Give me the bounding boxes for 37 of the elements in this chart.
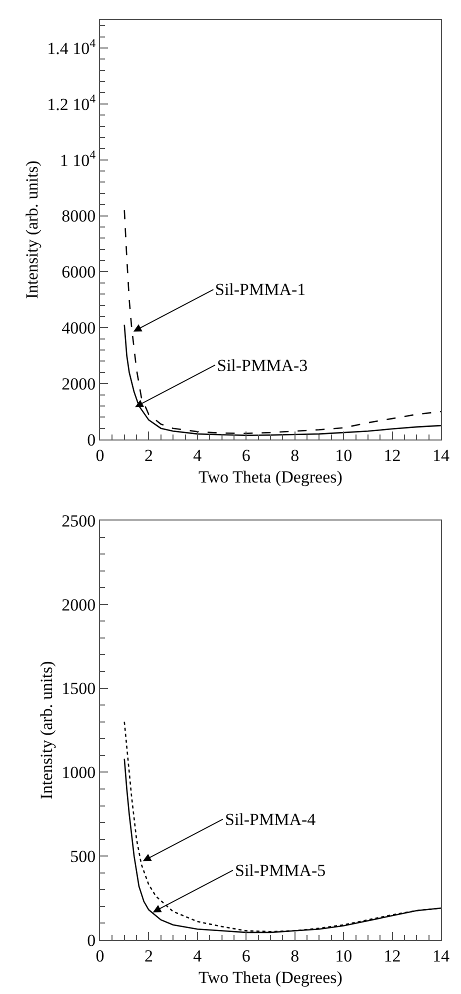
x-axis-title: Two Theta (Degrees): [198, 467, 342, 486]
line-series: [124, 210, 441, 434]
x-tick-label: 4: [193, 446, 202, 465]
x-tick-label: 8: [290, 946, 300, 966]
annotation: Sil-PMMA-1: [215, 280, 306, 299]
x-tick-label: 12: [384, 446, 401, 465]
y-tick-label: 0: [87, 430, 96, 450]
annotation: Sil-PMMA-5: [235, 861, 326, 880]
y-tick-label: 1000: [62, 763, 96, 782]
y-tick-label: 4000: [62, 318, 96, 338]
x-tick-label: 10: [335, 446, 352, 465]
y-tick-label: 1.4 10$^{4}$: [47, 36, 96, 58]
x-tick-label: 2: [144, 446, 153, 465]
x-tick-label: 8: [290, 446, 300, 465]
y-tick-label: 1.2 10$^{4}$: [47, 92, 96, 114]
x-tick-label: 10: [335, 946, 352, 966]
y-tick-label: 1500: [62, 679, 96, 698]
x-tick-label: 14: [432, 946, 450, 966]
x-axis-title: Two Theta (Degrees): [198, 968, 342, 987]
y-tick-label: 8000: [62, 206, 96, 226]
y-tick-label: 2000: [62, 374, 96, 394]
annotation: Sil-PMMA-4: [225, 810, 316, 829]
x-tick-label: 2: [144, 946, 153, 966]
x-tick-label: 4: [193, 946, 202, 966]
y-axis-title: Intensity (arb. units): [37, 661, 56, 800]
y-tick-label: 2500: [62, 511, 96, 530]
y-tick-label: 6000: [62, 262, 96, 282]
y-tick-label: 500: [70, 847, 96, 866]
annotation: Sil-PMMA-3: [217, 356, 308, 375]
y-tick-label: 2000: [62, 595, 96, 614]
y-tick-label: 1 10$^{4}$: [60, 148, 96, 170]
x-tick-label: 12: [384, 946, 401, 966]
y-tick-label: 0: [87, 930, 96, 950]
y-axis-title: Intensity (arb. units): [22, 160, 42, 299]
x-tick-label: 6: [242, 946, 250, 966]
x-tick-label: 6: [242, 446, 250, 465]
x-tick-label: 14: [432, 446, 450, 465]
